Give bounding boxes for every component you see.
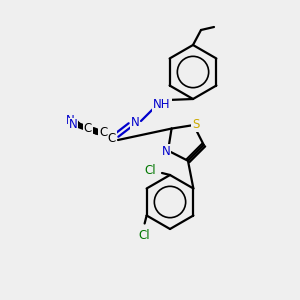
Text: N: N — [69, 118, 77, 131]
Text: N: N — [162, 145, 170, 158]
Text: C: C — [84, 122, 92, 134]
Text: S: S — [192, 118, 199, 130]
Text: Cl: Cl — [144, 164, 156, 176]
Text: Cl: Cl — [139, 229, 150, 242]
Text: NH: NH — [153, 98, 171, 112]
Text: C: C — [108, 131, 116, 145]
Text: N: N — [66, 115, 74, 128]
Text: N: N — [130, 116, 140, 130]
Text: C: C — [99, 125, 107, 139]
